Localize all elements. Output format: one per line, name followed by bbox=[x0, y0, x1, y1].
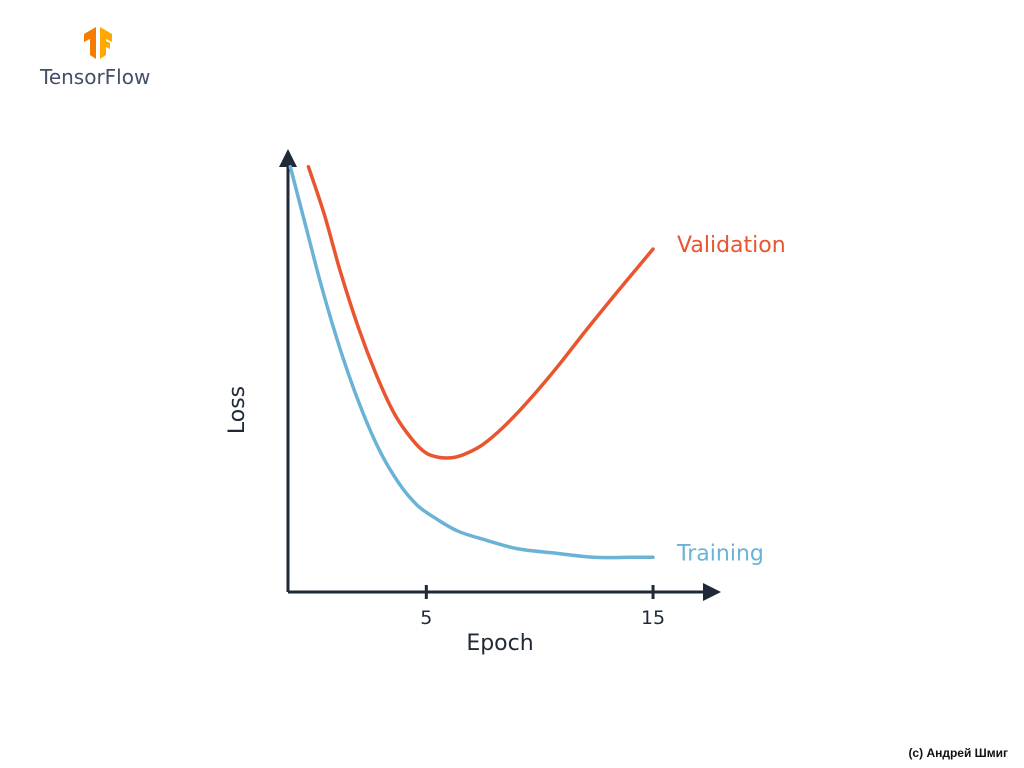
tensorflow-logo-icon bbox=[84, 27, 112, 59]
axes bbox=[279, 149, 721, 601]
x-ticks: 5 15 bbox=[420, 585, 665, 629]
x-tick-label: 15 bbox=[641, 607, 665, 629]
series-label-validation: Validation bbox=[677, 233, 786, 258]
series-label-training: Training bbox=[676, 541, 764, 566]
series-line-validation bbox=[306, 164, 655, 460]
brand-name: TensorFlow bbox=[40, 65, 151, 89]
y-axis-title: Loss bbox=[225, 386, 250, 434]
brand: TensorFlow bbox=[40, 22, 180, 102]
x-axis-title: Epoch bbox=[466, 631, 533, 656]
series-line-training bbox=[288, 164, 655, 560]
x-tick-label: 5 bbox=[420, 607, 432, 629]
copyright-text: (c) Андрей Шмиг bbox=[908, 746, 1008, 760]
series-lines bbox=[288, 164, 655, 560]
series-labels: Validation Training bbox=[676, 233, 786, 566]
